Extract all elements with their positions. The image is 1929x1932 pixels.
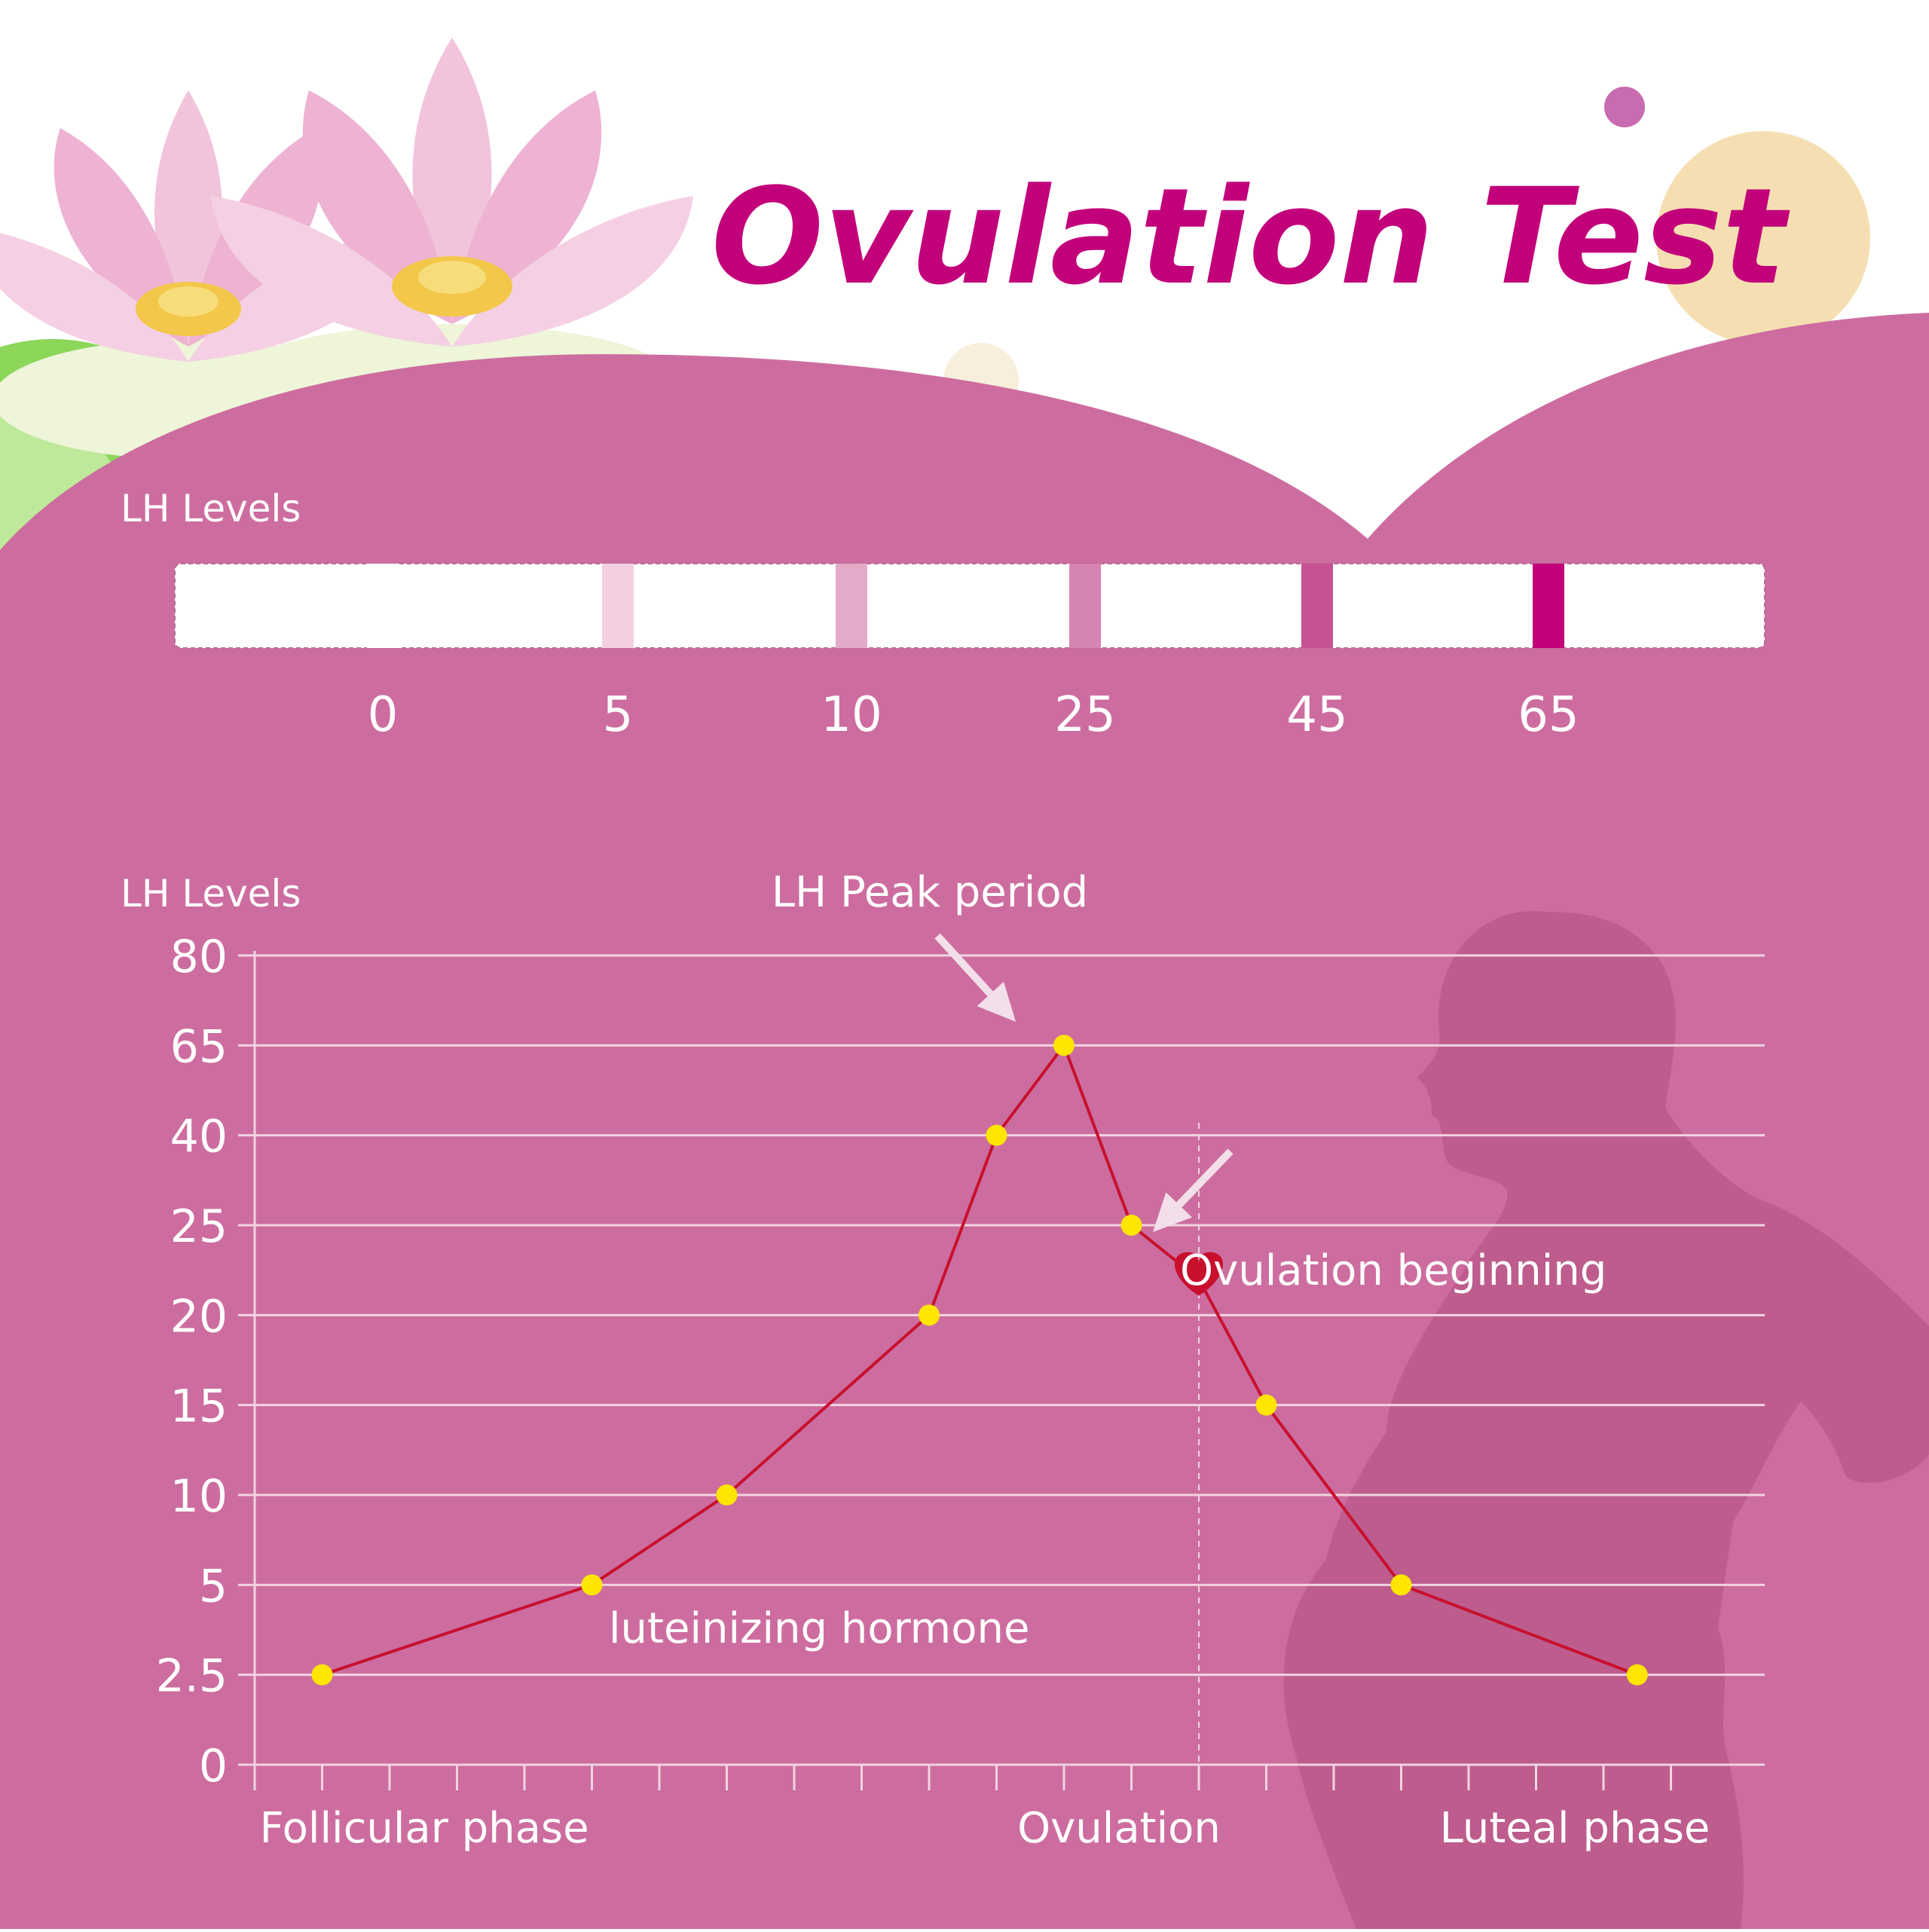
strip-band-10 bbox=[836, 564, 867, 648]
y-tick-label: 25 bbox=[170, 1200, 228, 1253]
lh-data-point bbox=[311, 1664, 333, 1686]
strip-band-0 bbox=[367, 564, 399, 648]
strip-band-5 bbox=[602, 564, 634, 648]
lh-data-point bbox=[1053, 1035, 1075, 1056]
strip-level-label: 0 bbox=[368, 687, 399, 743]
peak-arrow-shaft bbox=[934, 933, 993, 997]
chart-y-axis-label: LH Levels bbox=[121, 872, 301, 916]
ovulation-arrow-shaft bbox=[1176, 1148, 1234, 1208]
purple-dot-decoration bbox=[1604, 87, 1645, 127]
x-axis-label: Ovulation bbox=[1017, 1804, 1221, 1853]
lh-data-point bbox=[1390, 1574, 1412, 1596]
lh-data-point bbox=[716, 1484, 738, 1506]
y-tick-label: 5 bbox=[199, 1560, 228, 1613]
strip-level-label: 5 bbox=[603, 687, 634, 743]
chart-annotation: LH Peak period bbox=[772, 868, 1088, 917]
chart-annotation: luteinizing hormone bbox=[609, 1604, 1029, 1653]
lh-data-point bbox=[581, 1574, 603, 1596]
y-tick-label: 40 bbox=[170, 1111, 228, 1163]
ovulation-arrow-head bbox=[1153, 1192, 1192, 1232]
lotus-flowers-illustration bbox=[0, 38, 693, 580]
lh-data-point bbox=[1255, 1394, 1277, 1416]
y-tick-label: 0 bbox=[199, 1740, 228, 1793]
lh-data-point bbox=[1626, 1664, 1648, 1686]
test-strip bbox=[174, 563, 1765, 649]
y-tick-label: 10 bbox=[170, 1470, 228, 1523]
strip-level-label: 10 bbox=[821, 687, 882, 743]
chart-annotation: Ovulation beginning bbox=[1180, 1246, 1606, 1295]
page-title: Ovulation Test bbox=[711, 160, 1790, 314]
strip-body bbox=[174, 563, 1765, 649]
heart-icon bbox=[1174, 1252, 1224, 1296]
strip-level-labels: 0 5 10 25 45 65 bbox=[368, 687, 1579, 743]
strip-band-45 bbox=[1301, 564, 1333, 648]
strip-band-65 bbox=[1533, 564, 1564, 648]
lh-data-point bbox=[1120, 1215, 1142, 1236]
y-tick-label: 80 bbox=[170, 931, 228, 983]
y-tick-label: 65 bbox=[170, 1020, 228, 1073]
strip-lh-levels-label: LH Levels bbox=[121, 487, 301, 530]
lh-data-point bbox=[919, 1304, 940, 1326]
x-axis-label: Follicular phase bbox=[259, 1804, 588, 1853]
peak-arrow-head bbox=[977, 981, 1016, 1022]
yellow-circle-decoration bbox=[1656, 131, 1870, 345]
y-tick-label: 2.5 bbox=[156, 1650, 228, 1703]
y-tick-label: 15 bbox=[170, 1380, 228, 1433]
y-tick-label: 20 bbox=[170, 1290, 228, 1343]
lh-data-point bbox=[986, 1124, 1007, 1146]
strip-level-label: 65 bbox=[1518, 687, 1579, 743]
strip-level-label: 45 bbox=[1286, 687, 1347, 743]
strip-level-label: 25 bbox=[1054, 687, 1115, 743]
strip-band-25 bbox=[1069, 564, 1101, 648]
x-axis-label: Luteal phase bbox=[1440, 1804, 1710, 1853]
lh-chart: 0 2.5 5 10 15 20 25 40 65 80 Follicular phase Ovula… bbox=[156, 868, 1765, 1853]
